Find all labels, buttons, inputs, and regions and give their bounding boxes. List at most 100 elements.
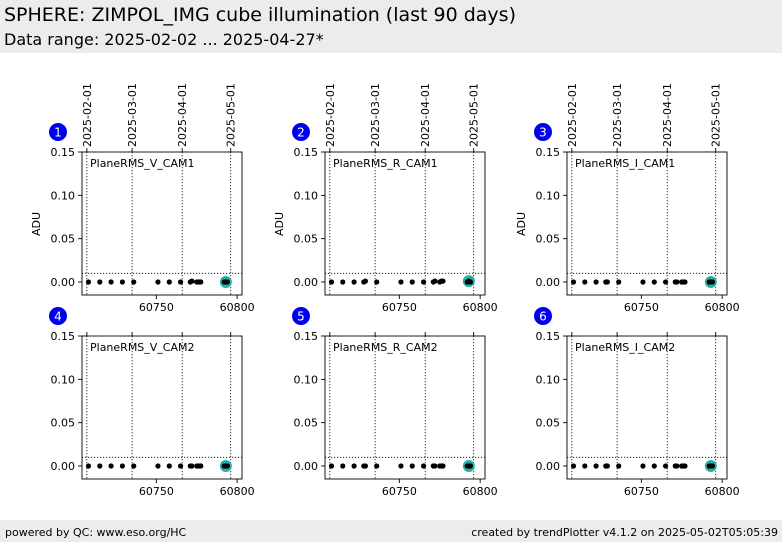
data-point	[108, 463, 114, 469]
data-point	[593, 463, 599, 469]
y-tick-label: 0.10	[51, 189, 76, 202]
plot-frame	[324, 151, 486, 296]
panel-4: 0.15 0.10 0.05 0.00 60750 60800 PlaneRMS_V_CAM…	[49, 307, 255, 498]
x-tick-label: 60750	[139, 485, 174, 498]
data-point	[674, 463, 680, 469]
x-tick-label: 60800	[705, 301, 740, 314]
plot-frame	[324, 335, 486, 480]
data-point	[398, 279, 404, 285]
data-point	[682, 279, 688, 285]
y-tick-label: 0.15	[294, 146, 319, 159]
date-tick-label: 2025-05-01	[468, 83, 481, 147]
y-tick-label: 0.15	[536, 146, 561, 159]
panel-badge	[49, 307, 67, 325]
y-tick-label: 0.10	[51, 373, 76, 386]
panel-3: 0.15 0.10 0.05 0.00 60750 60800 2025-02-01 2025…	[515, 83, 740, 314]
data-point	[432, 463, 438, 469]
data-point	[682, 463, 688, 469]
date-tick-label: 2025-03-01	[126, 83, 139, 147]
data-point	[420, 463, 427, 469]
data-point	[604, 279, 611, 285]
data-point	[177, 279, 184, 285]
date-tick-label: 2025-02-01	[81, 83, 94, 147]
panel-badge-number: 2	[297, 126, 305, 140]
data-point	[420, 279, 427, 285]
y-tick-label: 0.00	[536, 276, 561, 289]
panel-name: PlaneRMS_I_CAM1	[575, 157, 675, 170]
data-point	[224, 463, 231, 469]
data-point	[674, 279, 680, 285]
panel-name: PlaneRMS_R_CAM1	[333, 157, 438, 170]
panel-badge-number: 3	[539, 126, 547, 140]
data-point	[85, 279, 92, 285]
date-tick-label: 2025-04-01	[661, 83, 674, 147]
data-point	[593, 279, 599, 285]
data-point	[409, 279, 415, 285]
date-tick-label: 2025-04-01	[176, 83, 189, 147]
y-tick-label: 0.05	[294, 417, 319, 430]
data-point	[340, 463, 346, 469]
y-tick-label: 0.15	[51, 330, 76, 343]
data-point	[604, 463, 611, 469]
panel-badge-number: 4	[54, 310, 62, 324]
data-point	[440, 463, 446, 469]
date-tick-label: 2025-05-01	[710, 83, 723, 147]
panel-badge	[49, 123, 67, 141]
y-tick-label: 0.15	[294, 330, 319, 343]
panel-name: PlaneRMS_V_CAM2	[90, 341, 195, 354]
data-point	[328, 279, 335, 285]
panel-name: PlaneRMS_I_CAM2	[575, 341, 675, 354]
data-point	[374, 463, 380, 469]
data-point	[374, 279, 380, 285]
data-point	[362, 278, 369, 284]
data-point	[662, 279, 669, 285]
x-tick-label: 60800	[220, 485, 255, 498]
data-point	[189, 278, 195, 284]
data-point	[582, 463, 588, 469]
data-point	[131, 279, 137, 285]
y-tick-label: 0.10	[536, 373, 561, 386]
panel-2: 0.15 0.10 0.05 0.00 60750 60800 2025-02-01 2025…	[273, 83, 498, 314]
data-point	[432, 278, 438, 284]
data-point	[640, 279, 646, 285]
header-bar: SPHERE: ZIMPOL_IMG cube illumination (la…	[0, 0, 782, 53]
data-point	[155, 279, 161, 285]
y-tick-label: 0.10	[294, 189, 319, 202]
x-tick-label: 60750	[139, 301, 174, 314]
panel-5: 0.15 0.10 0.05 0.00 60750 60800 PlaneRMS_R_CAM…	[292, 307, 498, 498]
data-point	[440, 278, 446, 284]
y-tick-label: 0.05	[51, 417, 76, 430]
footer-bar: powered by QC: www.eso.org/HC created by…	[0, 520, 782, 542]
y-tick-label: 0.15	[536, 330, 561, 343]
panel-badge	[292, 307, 310, 325]
data-point	[409, 463, 415, 469]
data-point	[131, 463, 137, 469]
data-point	[570, 279, 577, 285]
data-point	[328, 463, 335, 469]
plot-frame	[566, 151, 728, 296]
y-axis-label: ADU	[273, 212, 286, 236]
y-tick-label: 0.05	[536, 417, 561, 430]
panel-badge-number: 5	[297, 310, 305, 324]
y-tick-label: 0.05	[51, 233, 76, 246]
data-point	[85, 463, 92, 469]
panel-1: 0.15 0.10 0.05 0.00 60750 60800 2025-02-01 2025…	[30, 83, 255, 314]
panel-6: 0.15 0.10 0.05 0.00 60750 60800 PlaneRMS_I_CAM…	[534, 307, 740, 498]
y-axis-label: ADU	[30, 212, 43, 236]
plot-frame	[566, 335, 728, 480]
page-title: SPHERE: ZIMPOL_IMG cube illumination (la…	[4, 4, 516, 26]
y-tick-label: 0.10	[536, 189, 561, 202]
data-point	[198, 279, 204, 285]
data-point	[351, 279, 357, 285]
footer-powered-by: powered by QC: www.eso.org/HC	[5, 526, 187, 539]
data-point	[651, 279, 657, 285]
date-tick-label: 2025-04-01	[419, 83, 432, 147]
panel-badge-number: 1	[54, 126, 62, 140]
y-tick-label: 0.05	[294, 233, 319, 246]
date-tick-label: 2025-05-01	[225, 83, 238, 147]
data-point	[651, 463, 657, 469]
y-tick-label: 0.00	[51, 460, 76, 473]
panel-name: PlaneRMS_V_CAM1	[90, 157, 195, 170]
data-point	[616, 279, 622, 285]
data-point	[709, 463, 716, 469]
